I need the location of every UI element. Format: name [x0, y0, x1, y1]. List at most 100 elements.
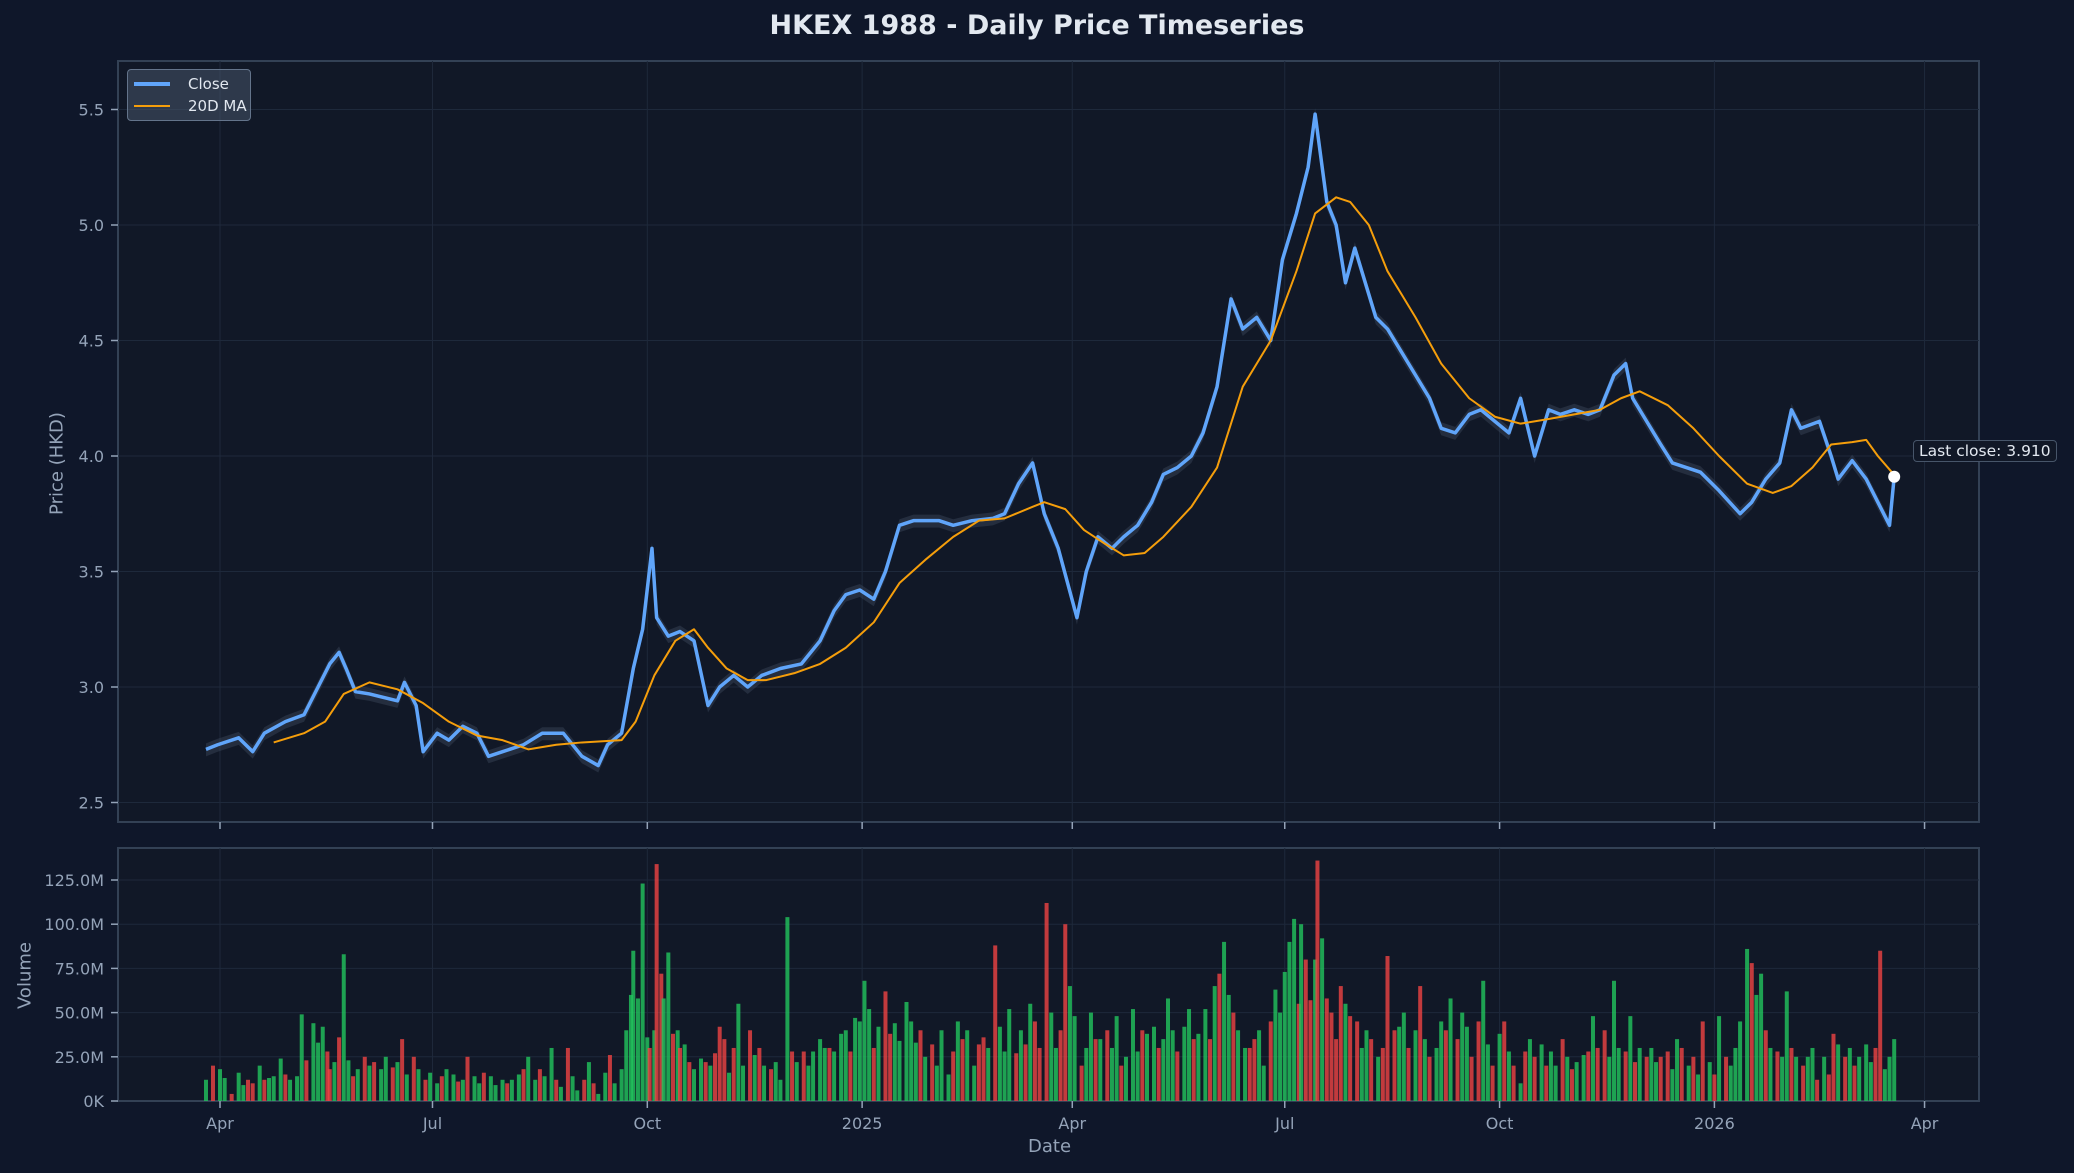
volume-bar	[1623, 1051, 1628, 1101]
volume-bar	[558, 1086, 563, 1101]
volume-bar	[278, 1058, 283, 1101]
volume-bar	[1831, 1033, 1836, 1101]
volume-axis-label: Volume	[14, 942, 36, 1009]
volume-bar	[1892, 1039, 1897, 1101]
volume-bar	[1679, 1047, 1684, 1101]
legend-label-ma: 20D MA	[188, 97, 247, 115]
volume-bar	[1303, 959, 1308, 1101]
x-tick-label: 2026	[1694, 1114, 1735, 1133]
volume-bar	[1565, 1056, 1570, 1101]
volume-bar	[1049, 1012, 1054, 1101]
volume-bar	[1385, 956, 1390, 1101]
volume-bar	[257, 1065, 262, 1101]
volume-bar	[888, 1033, 893, 1101]
volume-bar	[1313, 959, 1318, 1101]
volume-bar	[1696, 1074, 1701, 1101]
volume-bar	[731, 1047, 736, 1101]
volume-bar	[1843, 1056, 1848, 1101]
volume-bar	[717, 1026, 722, 1101]
volume-bar	[379, 1069, 384, 1101]
volume-bar	[316, 1042, 321, 1101]
volume-bar	[1691, 1056, 1696, 1101]
volume-bar	[628, 994, 633, 1101]
volume-bar	[1616, 1047, 1621, 1101]
volume-bar	[818, 1039, 823, 1101]
volume-bar	[337, 1037, 342, 1101]
volume-bar	[477, 1083, 482, 1101]
volume-bar	[955, 1021, 960, 1101]
volume-bar	[575, 1090, 580, 1101]
volume-bar	[670, 1033, 675, 1101]
volume-bar	[586, 1062, 591, 1101]
volume-bar	[1320, 938, 1325, 1101]
volume-bar	[1607, 1056, 1612, 1101]
volume-bar	[939, 1030, 944, 1101]
volume-bar	[1700, 1021, 1705, 1101]
volume-bar	[1156, 1047, 1161, 1101]
volume-bar	[769, 1069, 774, 1101]
volume-bar	[582, 1079, 587, 1101]
volume-bar	[1852, 1065, 1857, 1101]
volume-bar	[997, 1026, 1002, 1101]
volume-bar	[1364, 1030, 1369, 1101]
volume-bar	[867, 1009, 872, 1101]
volume-bar	[1093, 1039, 1098, 1101]
volume-bar	[757, 1047, 762, 1101]
volume-bar	[203, 1079, 208, 1101]
volume-bar	[1088, 1012, 1093, 1101]
volume-bar	[500, 1079, 505, 1101]
volume-bar	[736, 1003, 741, 1101]
volume-bar	[1523, 1051, 1528, 1101]
volume-tick-label: 50.0M	[55, 1004, 104, 1023]
price-tick-label: 4.0	[79, 447, 104, 466]
volume-bar	[897, 1040, 902, 1101]
last-close-marker	[1888, 470, 1901, 483]
volume-bar	[1123, 1056, 1128, 1101]
volume-bar	[640, 883, 645, 1101]
volume-bar	[965, 1030, 970, 1101]
volume-bar	[1574, 1062, 1579, 1101]
volume-bar	[1611, 980, 1616, 1101]
volume-bar	[1324, 998, 1329, 1101]
x-tick-label: Jul	[1274, 1114, 1294, 1133]
volume-bar	[1084, 1047, 1089, 1101]
volume-bar	[1469, 1056, 1474, 1101]
volume-bar	[1170, 1030, 1175, 1101]
x-tick-label: Oct	[633, 1114, 661, 1133]
volume-bar	[708, 1065, 713, 1101]
volume-bar	[1203, 1009, 1208, 1101]
volume-bar	[727, 1072, 732, 1101]
volume-bar	[1548, 1051, 1553, 1101]
volume-bar	[1152, 1026, 1156, 1101]
volume-bar	[1413, 1030, 1418, 1101]
volume-bar	[1296, 1003, 1301, 1101]
volume-bar	[383, 1056, 388, 1101]
volume-bar	[752, 1055, 757, 1101]
volume-bar	[790, 1051, 795, 1101]
volume-bar	[229, 1093, 234, 1101]
volume-bar	[647, 1047, 652, 1101]
volume-bar	[1334, 1039, 1339, 1101]
volume-bar	[1028, 1003, 1033, 1101]
volume-bar	[570, 1076, 575, 1101]
volume-bar	[1191, 1039, 1196, 1101]
volume-bar	[675, 1030, 680, 1101]
volume-bar	[271, 1076, 276, 1101]
volume-bar	[801, 1051, 806, 1101]
volume-bar	[1067, 986, 1072, 1101]
volume-bar	[1182, 1026, 1187, 1101]
volume-bar	[1733, 1047, 1738, 1101]
volume-tick-label: 75.0M	[55, 959, 104, 978]
legend-item-close: Close	[134, 74, 229, 94]
volume-bar	[1355, 1021, 1360, 1101]
volume-bar	[1044, 902, 1049, 1101]
x-tick-label: Oct	[1486, 1114, 1514, 1133]
volume-bar	[1315, 860, 1320, 1101]
volume-bar	[435, 1083, 440, 1101]
volume-bar	[1815, 1079, 1820, 1101]
volume-bar	[295, 1076, 300, 1101]
volume-tick-label: 0K	[83, 1092, 104, 1111]
volume-bar	[1502, 1021, 1507, 1101]
volume-bar	[607, 1055, 612, 1101]
